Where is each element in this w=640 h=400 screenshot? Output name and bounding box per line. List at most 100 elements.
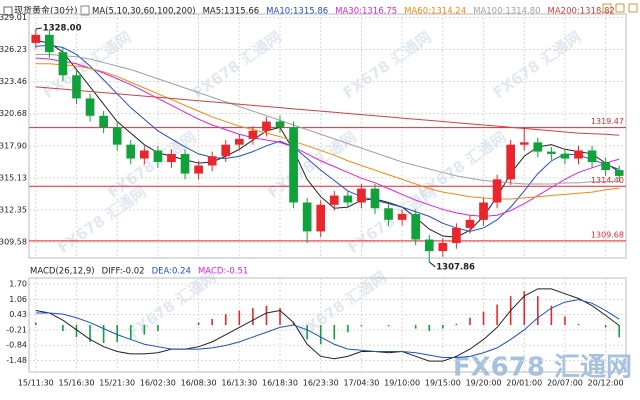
y-tick-label: -0.21 [6,326,27,335]
x-tick-label: 16/02:30 [140,379,176,388]
level-label: 1314.40 [591,176,624,185]
x-tick-label: 15/21:30 [99,379,135,388]
candle-body [180,153,190,174]
x-tick-label: 16/13:30 [221,379,257,388]
x-tick-label: 15/16:30 [59,379,95,388]
candle-body [126,144,136,159]
ma-line [35,40,620,238]
candle-body [397,214,407,220]
x-tick-label: 16/08:30 [181,379,217,388]
candle-body [574,150,583,159]
legend-entry: MA60:1314.24 [404,7,466,17]
candle-body [316,204,326,232]
annotation: 1307.86 [436,262,475,272]
y-tick-label: -0.84 [6,341,27,350]
candle-body [547,151,556,154]
icon[interactable] [615,3,625,13]
candle-body [31,34,41,43]
y-tick-label: 1309.58 [0,238,27,247]
x-tick-label: 20/01:00 [506,379,542,388]
candle-body [248,130,258,139]
candle-body [560,153,570,159]
legend-entry: MA10:1315.86 [266,7,328,17]
candle-body [452,227,461,243]
ma-line [35,44,620,232]
macd-line [35,288,620,362]
x-tick-label: 16/23:30 [303,379,339,388]
window-icons [602,3,638,13]
candle-body [519,142,529,145]
legend-entry: MA200:1318.82 [548,7,615,17]
candle-body [506,144,516,180]
candle-body [153,150,163,163]
legend-entry: MA5:1315.66 [203,7,260,17]
y-tick-label: 1329.01 [0,13,27,22]
x-tick-label: 19/20:00 [466,379,502,388]
settings-icon[interactable] [80,5,90,16]
candle-body [221,144,231,157]
legend-entry: MA30:1316.75 [335,7,397,17]
candle-body [438,242,448,252]
x-tick-label: 19/15:00 [425,379,461,388]
candle-body [302,202,312,232]
x-tick-label: 15/11:30 [18,379,54,388]
ma-line [35,86,620,136]
y-tick-label: 0.43 [9,310,27,319]
ma-line [35,57,620,217]
x-tick-label: 20/07:00 [547,379,583,388]
candle-body [99,115,108,128]
candle-body [45,34,54,53]
icon[interactable] [602,3,612,13]
candle-body [357,188,366,203]
candle-body [384,208,393,220]
candle-body [275,121,285,128]
annotation: 1328.00 [43,24,82,34]
x-tick-label: 17/04:30 [343,379,379,388]
annotation-leader [35,27,42,30]
legend-entry: MACD(26,12,9) [30,267,95,277]
y-tick-label: 1320.68 [0,109,27,118]
candle-body [234,138,244,145]
candle-body [289,127,298,203]
x-tick-label: 20/12:00 [588,379,624,388]
x-tick-label: 16/18:30 [262,379,298,388]
legend-entry: MA(5,10,30,60,100,200) [92,7,196,17]
candle-body [167,153,176,163]
candle-body [601,162,610,171]
menu-icon[interactable] [3,6,13,16]
x-tick-label: 19/10:00 [384,379,420,388]
candle-body [139,150,149,159]
candle-body [492,179,502,203]
candle-body [343,195,353,203]
legend-entry: DIFF:-0.02 [102,267,145,277]
annotation-leader [428,261,436,268]
candle-body [614,170,624,176]
candle-body [587,150,597,163]
legend-entry: MA100:1314.80 [473,7,540,17]
y-tick-label: -1.48 [6,356,27,365]
y-tick-label: 1323.46 [0,77,27,86]
candle-body [262,121,271,131]
candle-body [411,214,421,240]
candle-body [72,75,81,99]
plot-frame [28,13,627,259]
icon[interactable] [628,3,638,13]
level-label: 1309.68 [591,230,624,239]
candle-body [370,188,380,209]
watermark-logo: FX678 汇通网 [453,353,632,383]
candle-body [533,142,543,152]
y-tick-label: 1317.90 [0,141,27,150]
legend-entry: MACD:-0.51 [198,267,248,277]
macd-line [35,299,620,359]
legend-entry: DEA:0.24 [152,267,191,277]
level-label: 1319.47 [591,117,624,126]
candle-body [194,165,203,174]
y-tick-label: 1.06 [9,295,27,304]
ma-line [35,53,620,185]
candle-body [424,239,434,252]
candle-body [479,202,488,220]
y-tick-label: 1315.13 [0,173,27,182]
y-tick-label: 1312.35 [0,206,27,215]
